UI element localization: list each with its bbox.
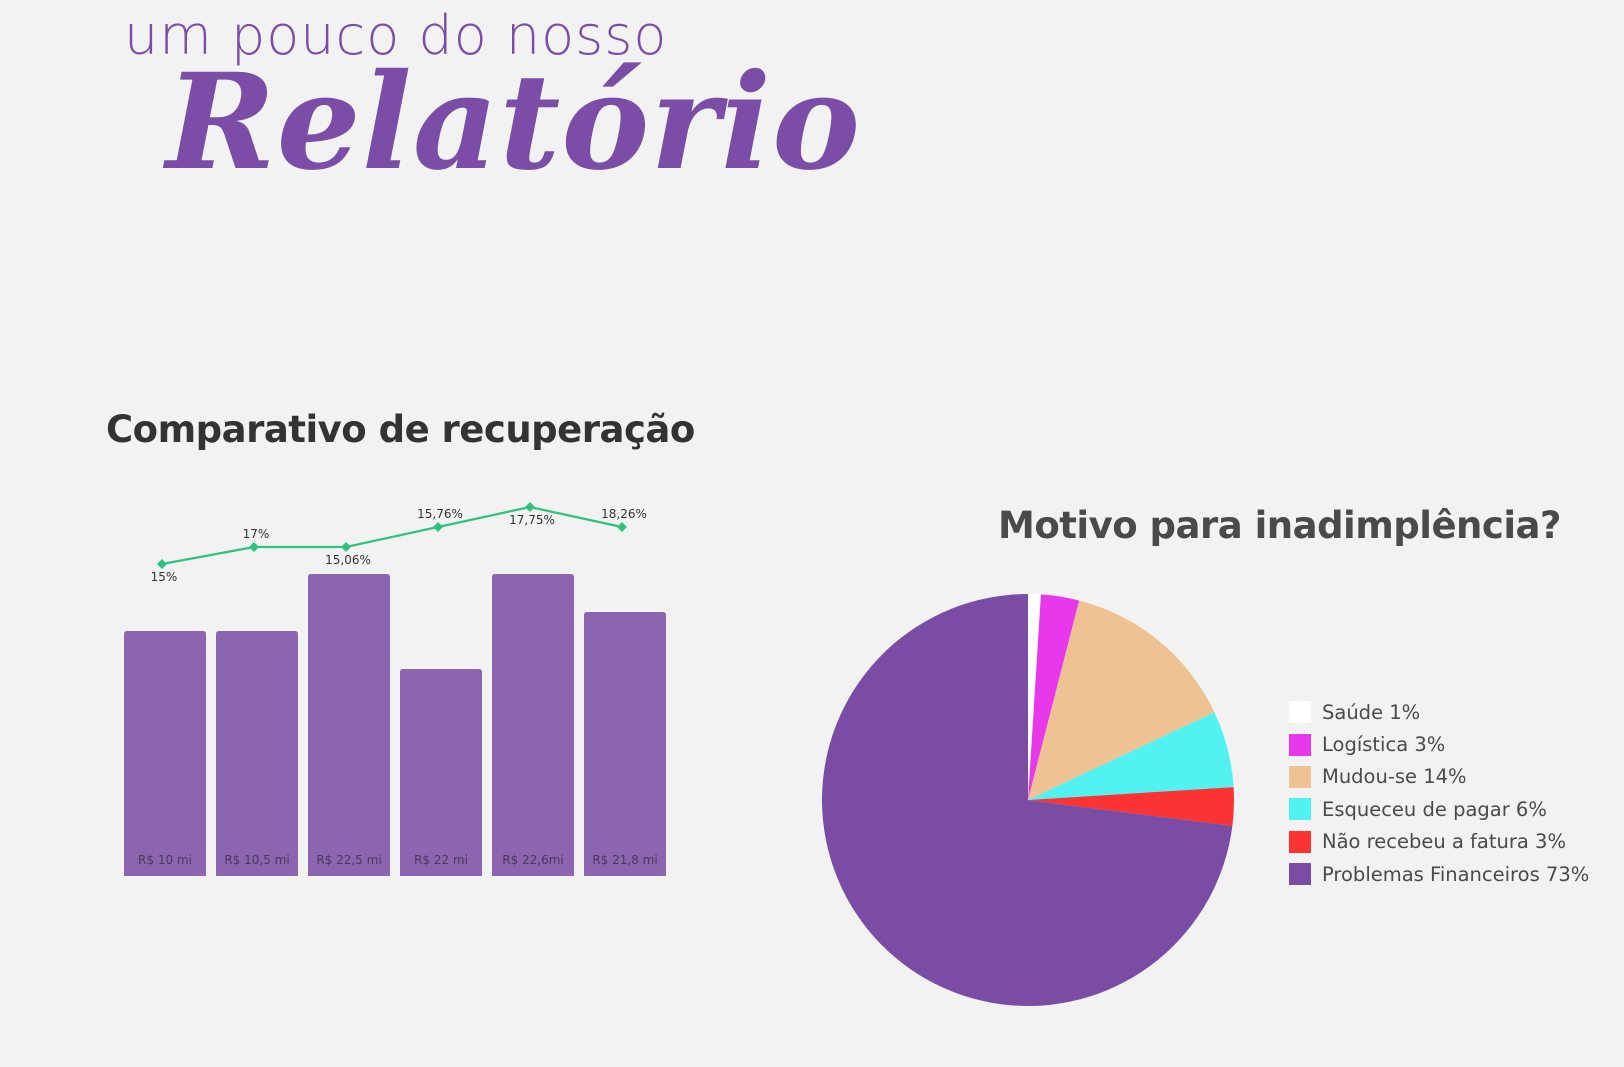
bar-5 <box>492 574 574 876</box>
bar-value-label-4: R$ 22 mi <box>414 853 468 867</box>
bar-1 <box>124 631 206 876</box>
pie-slice-1 <box>1028 594 1041 800</box>
report-subtitle: um pouco do nosso <box>124 4 668 67</box>
line-point-label-3: 15,06% <box>325 553 371 567</box>
line-point-label-2: 17% <box>243 527 270 541</box>
recovery-rate-line <box>161 505 623 566</box>
legend-swatch <box>1289 863 1311 886</box>
bar-value-label-2: R$ 10,5 mi <box>224 853 289 867</box>
recovery-combo-chart: R$ 10 mi R$ 10,5 mi R$ 22,5 mi R$ 22 mi R$ 2… <box>124 502 666 876</box>
pie-slice-6 <box>822 594 1233 1006</box>
line-point-2 <box>249 542 259 552</box>
line-point-label-1: 15% <box>151 570 178 584</box>
legend-item: Esqueceu de pagar 6% <box>1289 793 1589 825</box>
legend-label: Mudou-se 14% <box>1322 765 1467 789</box>
bar-chart-title: Comparativo de recuperação <box>106 408 695 451</box>
bar-4 <box>400 669 482 876</box>
legend-swatch <box>1289 798 1311 821</box>
legend-label: Não recebeu a fatura 3% <box>1322 830 1566 854</box>
bar-value-label-5: R$ 22,6mi <box>502 853 564 867</box>
default-reason-pie-chart <box>822 594 1234 1006</box>
bar-6 <box>584 612 666 876</box>
bar-value-label-6: R$ 21,8 mi <box>592 853 657 867</box>
line-point-label-4: 15,76% <box>417 507 463 521</box>
legend-item: Problemas Financeiros 73% <box>1289 858 1589 890</box>
line-point-5 <box>525 502 535 512</box>
legend-label: Logística 3% <box>1322 733 1446 757</box>
legend-label: Problemas Financeiros 73% <box>1322 862 1590 886</box>
legend-label: Esqueceu de pagar 6% <box>1322 797 1547 821</box>
bar-value-label-3: R$ 22,5 mi <box>316 853 381 867</box>
bar-value-label-1: R$ 10 mi <box>138 853 192 867</box>
bar-3 <box>308 574 390 876</box>
legend-label: Saúde 1% <box>1322 700 1421 724</box>
legend-item: Saúde 1% <box>1289 696 1589 728</box>
pie-chart-title: Motivo para inadimplência? <box>998 504 1561 547</box>
pie-slice-3 <box>1028 600 1215 800</box>
pie-legend: Saúde 1% Logística 3% Mudou-se 14% Esqueceu… <box>1289 696 1589 890</box>
line-point-label-6: 18,26% <box>601 507 647 521</box>
line-point-6 <box>617 522 627 532</box>
line-point-label-5: 17,75% <box>509 513 555 527</box>
legend-swatch <box>1289 701 1311 724</box>
pie-slice-2 <box>1028 594 1080 800</box>
line-point-1 <box>157 559 167 569</box>
legend-swatch <box>1289 733 1311 756</box>
legend-swatch <box>1289 830 1311 853</box>
pie-slice-4 <box>1028 712 1234 800</box>
legend-swatch <box>1289 765 1311 788</box>
bar-2 <box>216 631 298 876</box>
report-title: Relatório <box>166 45 862 200</box>
line-point-3 <box>341 542 351 552</box>
legend-item: Logística 3% <box>1289 728 1589 760</box>
line-point-4 <box>433 522 443 532</box>
legend-item: Não recebeu a fatura 3% <box>1289 826 1589 858</box>
pie-slice-5 <box>1028 787 1234 826</box>
legend-item: Mudou-se 14% <box>1289 761 1589 793</box>
